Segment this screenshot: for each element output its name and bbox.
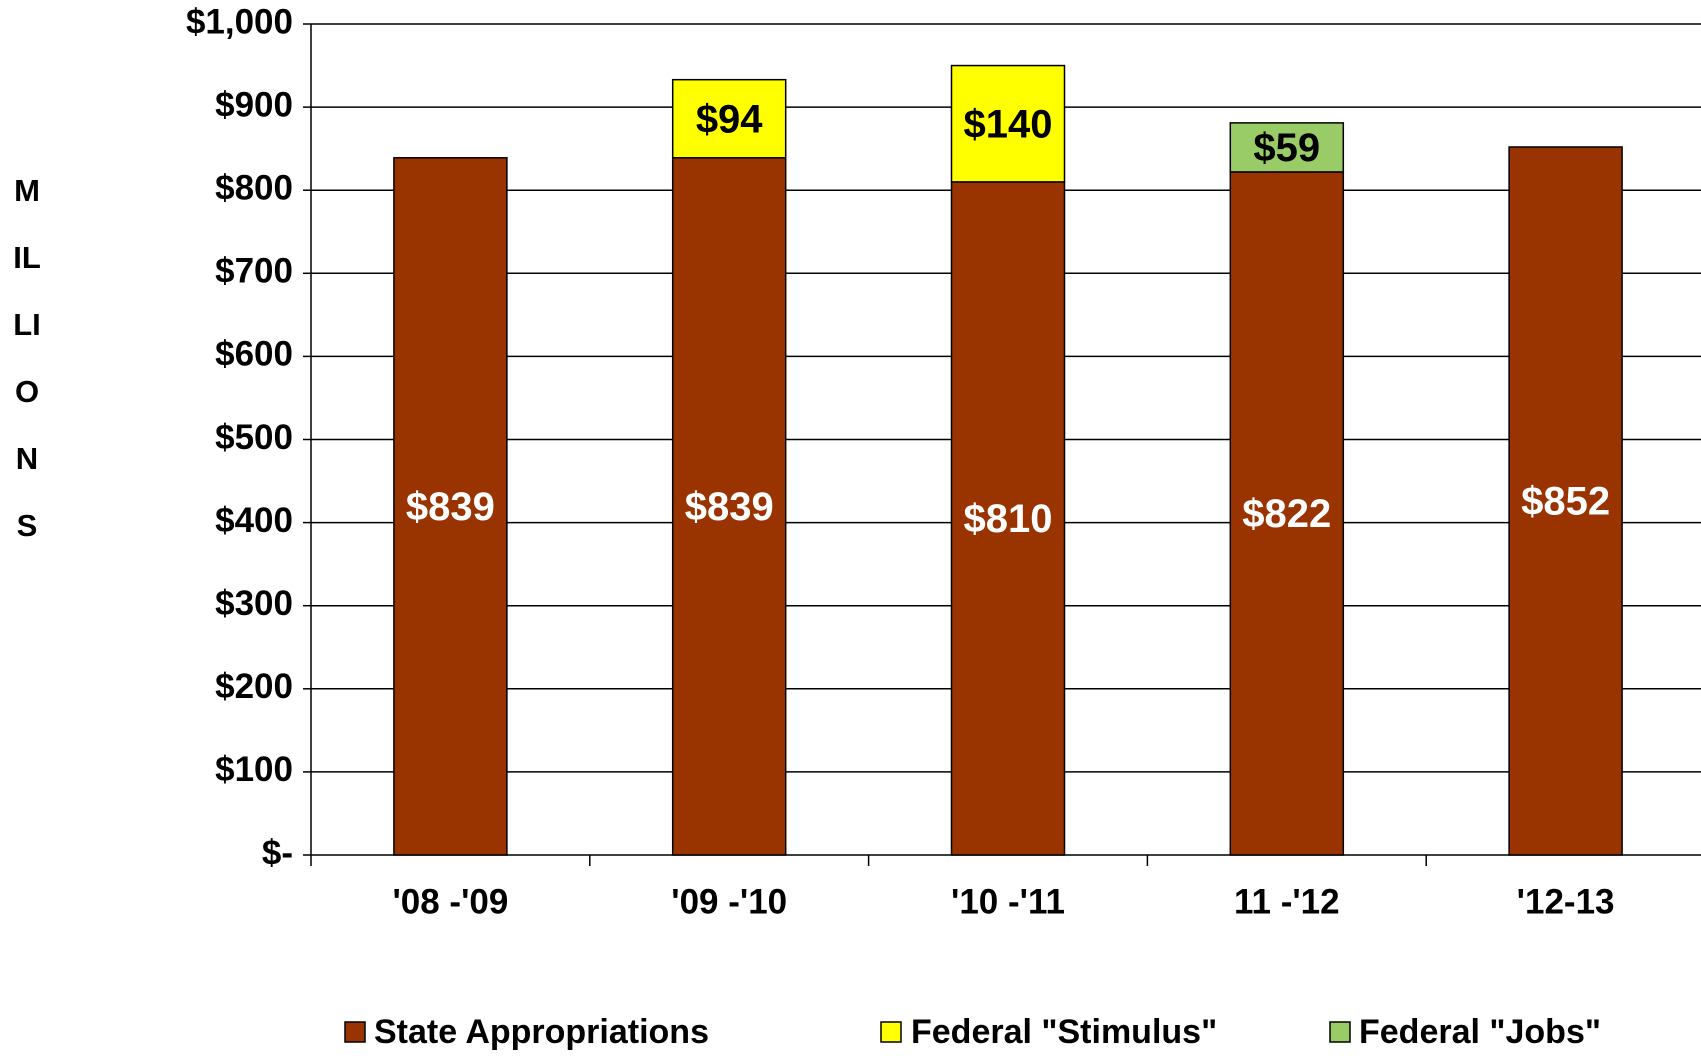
x-tick-label: '10 -'11 bbox=[951, 882, 1065, 921]
data-label: $839 bbox=[685, 485, 774, 529]
bar-segment bbox=[671, 157, 787, 856]
legend-label: Federal "Jobs" bbox=[1359, 1013, 1601, 1051]
y-tick-label: $100 bbox=[215, 750, 293, 789]
bar-segment bbox=[393, 157, 508, 856]
y-axis-label: MILLIONS bbox=[13, 173, 41, 543]
x-tick-label: '09 -'10 bbox=[671, 882, 787, 921]
bar-segment bbox=[1229, 171, 1345, 856]
legend-swatch bbox=[880, 1021, 902, 1043]
y-tick-label: $800 bbox=[215, 168, 293, 207]
data-label: $140 bbox=[964, 102, 1053, 146]
bar-segment bbox=[1229, 122, 1345, 173]
y-tick-label: $- bbox=[262, 833, 293, 872]
y-tick-label: $200 bbox=[215, 667, 293, 706]
data-label: $94 bbox=[696, 97, 763, 141]
bar-segment bbox=[671, 78, 787, 159]
y-tick-label: $300 bbox=[215, 584, 293, 623]
data-label: $822 bbox=[1242, 492, 1331, 536]
legend-label: Federal "Stimulus" bbox=[911, 1013, 1217, 1051]
y-tick-label: $1,000 bbox=[186, 2, 293, 41]
y-tick-label: $700 bbox=[215, 252, 293, 291]
bar-segment bbox=[950, 64, 1066, 183]
y-tick-label: $900 bbox=[215, 85, 293, 124]
legend-swatch bbox=[1329, 1021, 1351, 1043]
data-label: $59 bbox=[1253, 126, 1320, 170]
y-tick-label: $600 bbox=[215, 335, 293, 374]
data-label: $852 bbox=[1521, 480, 1610, 524]
data-label: $810 bbox=[964, 497, 1053, 541]
legend-swatch bbox=[344, 1021, 366, 1043]
x-tick-label: '08 -'09 bbox=[392, 882, 508, 921]
y-tick-label: $400 bbox=[215, 501, 293, 540]
legend-label: State Appropriations bbox=[374, 1013, 709, 1051]
data-label: $839 bbox=[406, 485, 495, 529]
x-tick-label: 11 -'12 bbox=[1234, 882, 1340, 921]
x-tick-label: '12-13 bbox=[1517, 882, 1615, 921]
bar-segment bbox=[1508, 146, 1623, 856]
y-tick-label: $500 bbox=[215, 418, 293, 457]
